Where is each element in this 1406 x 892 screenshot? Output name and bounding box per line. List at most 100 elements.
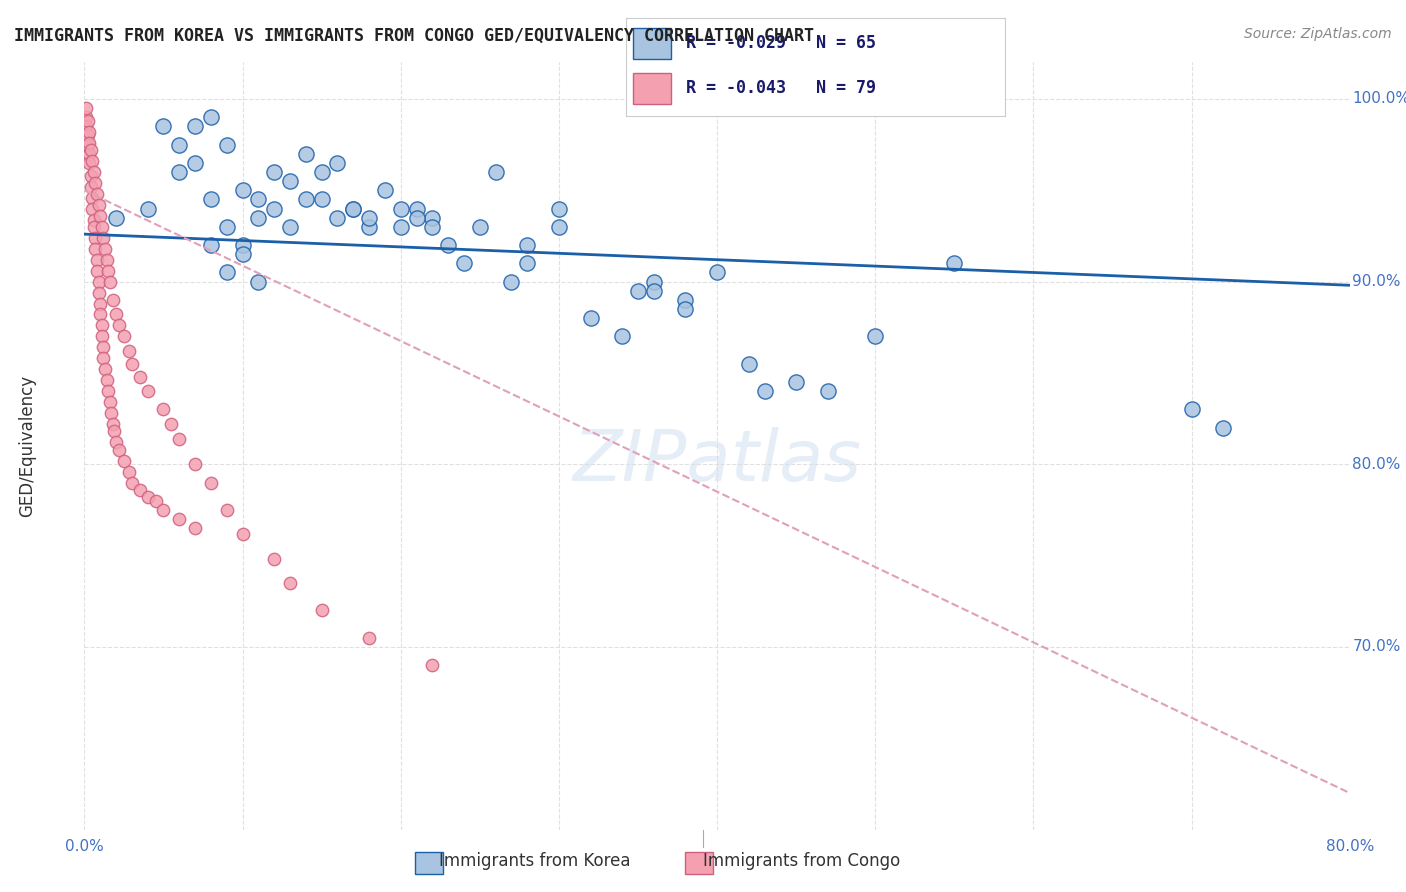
Point (643, 275, 665, 289)
Point (184, 156, 207, 170)
Point (121, 475, 143, 490)
FancyBboxPatch shape (633, 28, 671, 59)
Text: 70.0%: 70.0% (1353, 640, 1400, 655)
Point (169, 165, 191, 179)
Text: ZIPatlas: ZIPatlas (572, 427, 862, 496)
Text: 80.0%: 80.0% (1353, 457, 1400, 472)
Point (215, 265, 238, 279)
Point (96, 373, 118, 387)
Point (82, 154, 104, 169)
Point (389, 219, 412, 234)
Point (263, 202, 285, 216)
Point (121, 357, 143, 371)
Point (89, 209, 111, 223)
Text: R = -0.029   N = 65: R = -0.029 N = 65 (686, 35, 876, 53)
Point (169, 432, 191, 446)
Point (87, 198, 110, 212)
Point (76, 128, 98, 143)
Point (98, 395, 121, 409)
Point (357, 211, 380, 225)
Point (83, 165, 105, 179)
Point (101, 417, 124, 431)
Point (94, 242, 117, 256)
Point (75, 101, 97, 115)
Point (326, 156, 349, 170)
Point (90, 219, 112, 234)
Text: Immigrants from Korea: Immigrants from Korea (439, 852, 630, 870)
Point (169, 137, 191, 152)
Point (247, 211, 270, 225)
Point (357, 631, 380, 645)
Point (247, 193, 270, 207)
Point (278, 174, 301, 188)
Point (101, 293, 124, 307)
Point (152, 120, 174, 134)
Point (706, 265, 728, 279)
Point (108, 442, 131, 457)
Point (84, 176, 107, 190)
Point (675, 293, 697, 307)
Point (79, 179, 103, 194)
Point (342, 202, 364, 216)
Point (75, 120, 97, 134)
Point (93, 340, 115, 354)
Point (389, 202, 412, 216)
Point (754, 384, 776, 399)
Point (84, 242, 107, 256)
Point (83, 212, 105, 227)
Point (105, 308, 127, 322)
Point (422, 219, 444, 234)
Point (79, 143, 103, 157)
Point (422, 211, 444, 225)
Point (311, 193, 333, 207)
Point (93, 351, 115, 366)
Point (405, 202, 427, 216)
Point (90, 329, 112, 343)
Point (96, 252, 118, 267)
Point (231, 238, 254, 252)
Point (357, 219, 380, 234)
Point (215, 137, 238, 152)
Point (311, 603, 333, 617)
Point (215, 219, 238, 234)
Point (326, 211, 349, 225)
Point (863, 329, 887, 343)
Point (247, 275, 270, 289)
Text: GED/Equivalency: GED/Equivalency (18, 375, 37, 517)
Point (136, 384, 159, 399)
Point (152, 503, 174, 517)
Point (612, 329, 634, 343)
Point (516, 256, 538, 270)
Text: R = -0.043   N = 79: R = -0.043 N = 79 (686, 79, 876, 97)
Point (77, 156, 100, 170)
Point (200, 238, 222, 252)
Point (184, 120, 207, 134)
Point (86, 186, 108, 201)
Point (77, 136, 100, 150)
Point (422, 658, 444, 673)
Text: 90.0%: 90.0% (1353, 274, 1400, 289)
Point (98, 275, 121, 289)
Point (83, 219, 105, 234)
Text: Immigrants from Congo: Immigrants from Congo (703, 852, 900, 870)
Point (817, 384, 839, 399)
Point (86, 263, 108, 277)
Point (105, 435, 127, 450)
Point (627, 284, 650, 298)
Point (215, 503, 238, 517)
Point (184, 521, 207, 535)
Point (89, 308, 111, 322)
Point (76, 114, 98, 128)
Point (94, 362, 117, 376)
Point (231, 526, 254, 541)
Point (145, 493, 167, 508)
Point (105, 211, 127, 225)
Point (311, 165, 333, 179)
Point (437, 238, 460, 252)
Point (82, 202, 104, 216)
Point (516, 238, 538, 252)
Point (136, 202, 159, 216)
Text: 0.0%: 0.0% (65, 838, 104, 854)
Point (643, 284, 665, 298)
Text: 100.0%: 100.0% (1353, 92, 1406, 106)
